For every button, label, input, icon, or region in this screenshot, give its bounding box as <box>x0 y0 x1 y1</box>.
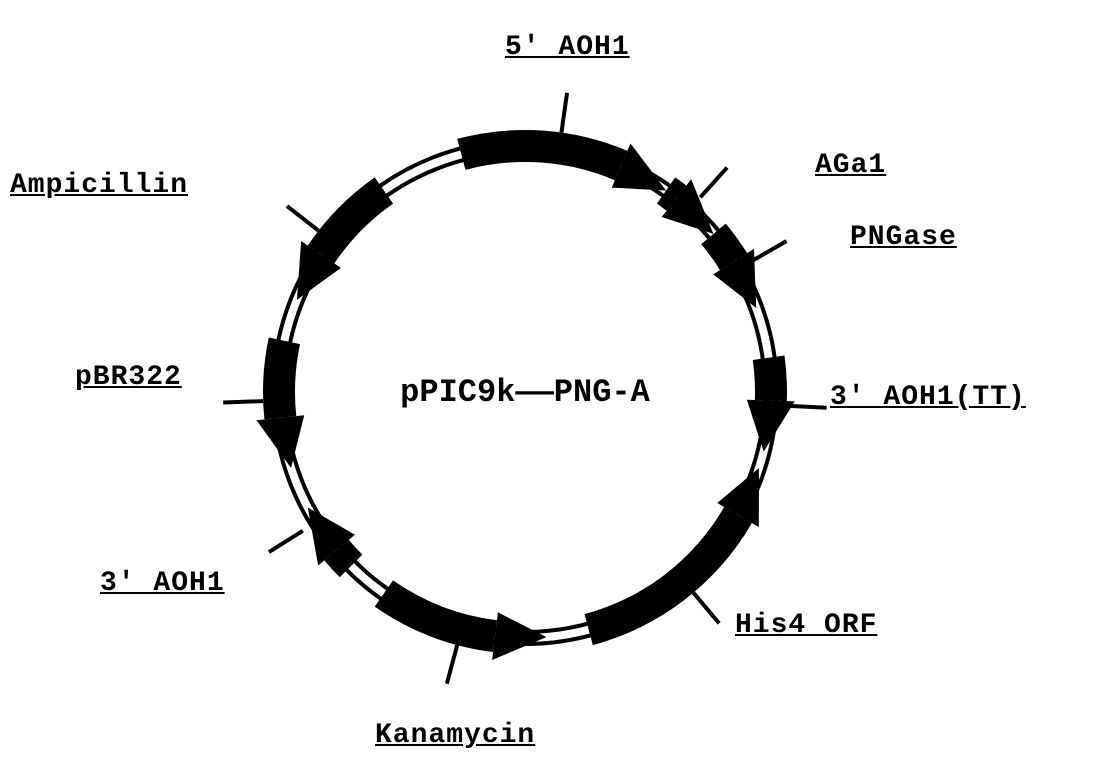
feature-kanamycin <box>375 580 547 660</box>
tick-line <box>269 531 303 552</box>
feature-label: PNGase <box>850 222 957 253</box>
tick-line <box>447 645 457 684</box>
feature-label: 3' AOH1(TT) <box>830 382 1026 413</box>
tick-line <box>287 206 319 231</box>
feature-label: Kanamycin <box>375 720 535 751</box>
plasmid-map: pPIC9k——PNG-A 5' AOH1 AGa1 PNGase 3' AOH1(T… <box>0 0 1120 773</box>
plasmid-name: pPIC9k——PNG-A <box>365 374 685 411</box>
feature-label: 5' AOH1 <box>505 32 630 63</box>
feature-label: pBR322 <box>75 362 182 393</box>
feature-label: 3' AOH1 <box>100 568 225 599</box>
feature-3-aoh1 <box>308 507 363 577</box>
tick-line <box>561 93 567 133</box>
tick-line <box>787 406 827 408</box>
feature-3-aoh1-tt- <box>747 356 795 452</box>
feature-label: His4 ORF <box>735 610 877 641</box>
feature-label: AGa1 <box>815 150 886 181</box>
tick-line <box>693 593 719 624</box>
tick-line <box>700 168 727 198</box>
feature-pbr322 <box>256 338 304 468</box>
feature-ampicillin <box>297 177 393 299</box>
feature-aga1 <box>657 177 714 233</box>
tick-line <box>752 241 787 261</box>
feature-his4-orf <box>585 468 759 645</box>
tick-line <box>223 401 263 402</box>
feature-label: Ampicillin <box>10 170 188 201</box>
feature-5-aoh1 <box>457 130 666 190</box>
